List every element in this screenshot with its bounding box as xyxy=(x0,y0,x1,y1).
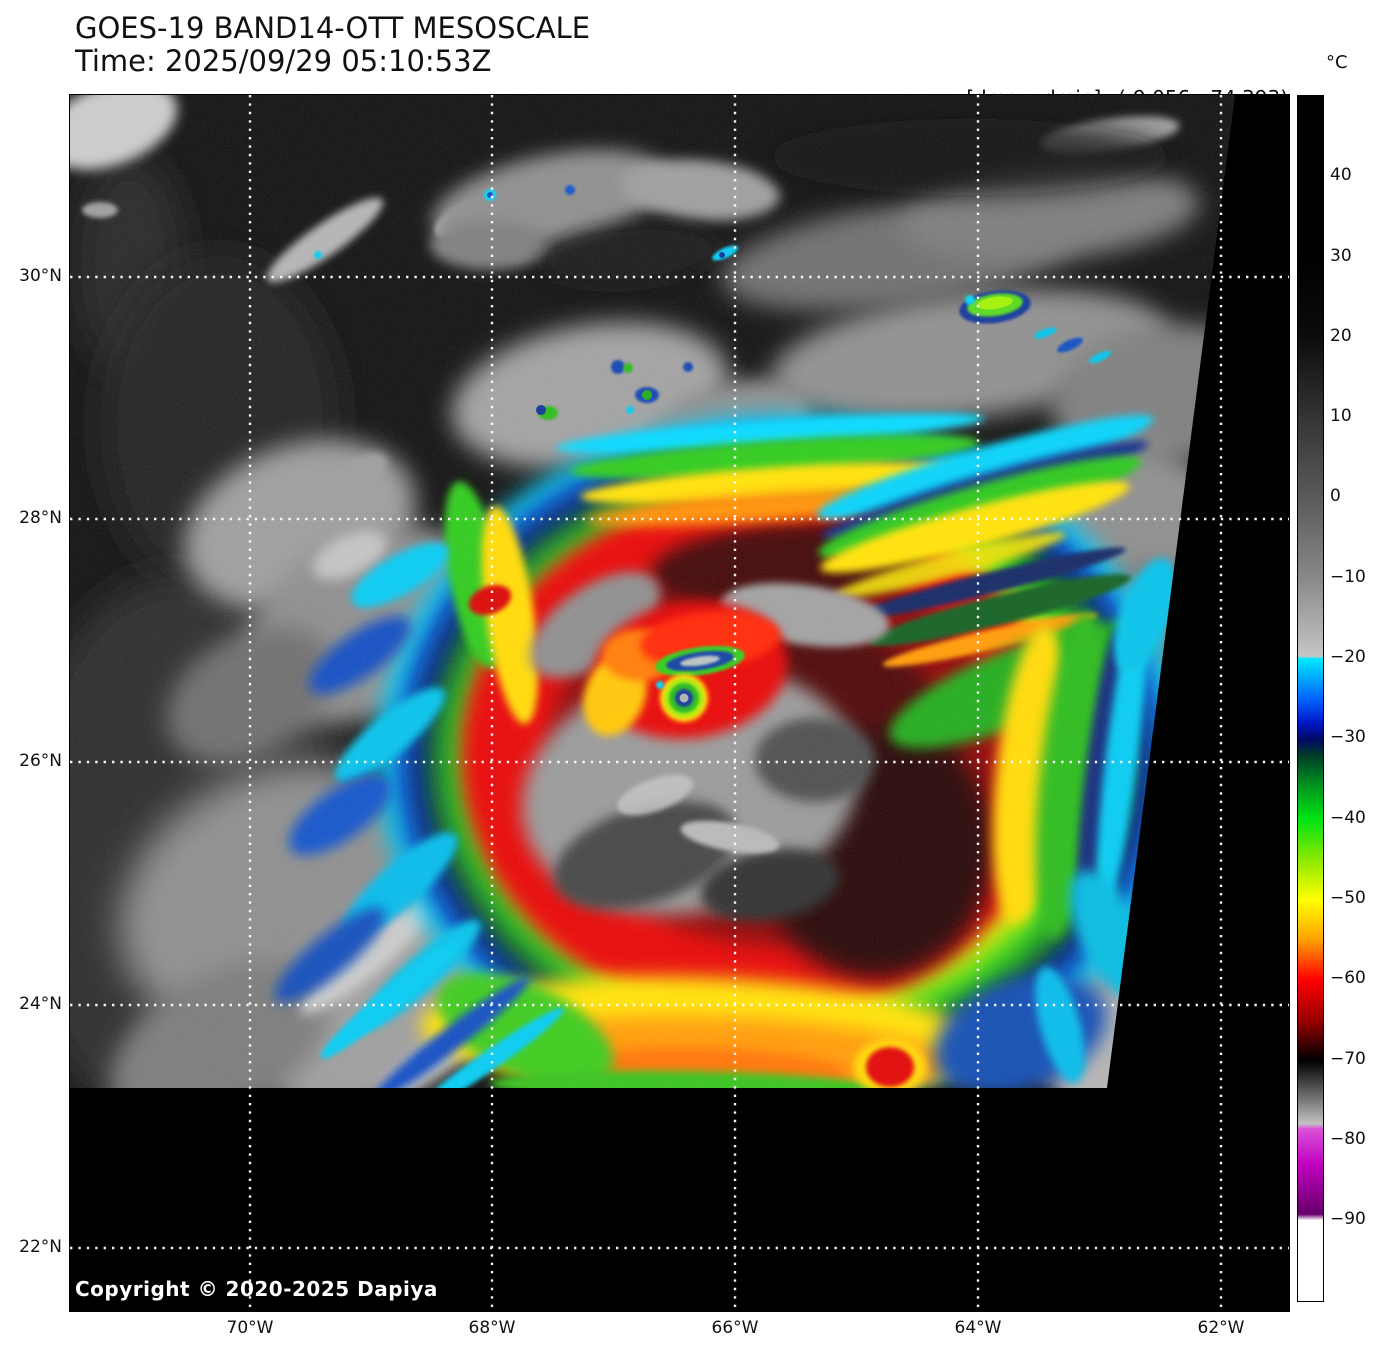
cbar-tick-n70: −70 xyxy=(1330,1049,1366,1069)
cbar-tick-n10: −10 xyxy=(1330,567,1366,587)
temperature-colorbar xyxy=(1297,95,1324,1302)
cbar-tick-n60: −60 xyxy=(1330,968,1366,988)
copyright-watermark: Copyright © 2020-2025 Dapiya xyxy=(75,1277,438,1301)
figure-title: GOES-19 BAND14-OTT MESOSCALE xyxy=(75,11,591,45)
cbar-tick-40: 40 xyxy=(1330,165,1352,185)
cbar-tick-10: 10 xyxy=(1330,406,1352,426)
cbar-tick-30: 30 xyxy=(1330,246,1352,266)
lon-tick-68w: 68°W xyxy=(468,1318,516,1338)
lon-tick-62w: 62°W xyxy=(1197,1318,1245,1338)
cbar-tick-0: 0 xyxy=(1330,486,1341,506)
satellite-image xyxy=(10,80,1289,1311)
colorbar-unit-label: °C xyxy=(1326,52,1348,73)
lat-tick-22n: 22°N xyxy=(19,1237,62,1257)
graticule-gridlines xyxy=(70,95,1289,1311)
cbar-tick-20: 20 xyxy=(1330,326,1352,346)
map-plot-area xyxy=(10,80,1290,1312)
lon-tick-66w: 66°W xyxy=(711,1318,759,1338)
cbar-tick-n50: −50 xyxy=(1330,888,1366,908)
lat-tick-30n: 30°N xyxy=(19,266,62,286)
cbar-tick-n40: −40 xyxy=(1330,808,1366,828)
lon-tick-64w: 64°W xyxy=(954,1318,1002,1338)
cbar-tick-n20: −20 xyxy=(1330,647,1366,667)
lon-tick-70w: 70°W xyxy=(226,1318,274,1338)
lat-tick-24n: 24°N xyxy=(19,994,62,1014)
cbar-tick-n90: −90 xyxy=(1330,1209,1366,1229)
cbar-tick-n80: −80 xyxy=(1330,1129,1366,1149)
lat-tick-28n: 28°N xyxy=(19,508,62,528)
figure-timestamp: Time: 2025/09/29 05:10:53Z xyxy=(75,44,492,78)
lat-tick-26n: 26°N xyxy=(19,751,62,771)
cbar-tick-n30: −30 xyxy=(1330,727,1366,747)
no-data-mask xyxy=(70,95,1289,1311)
